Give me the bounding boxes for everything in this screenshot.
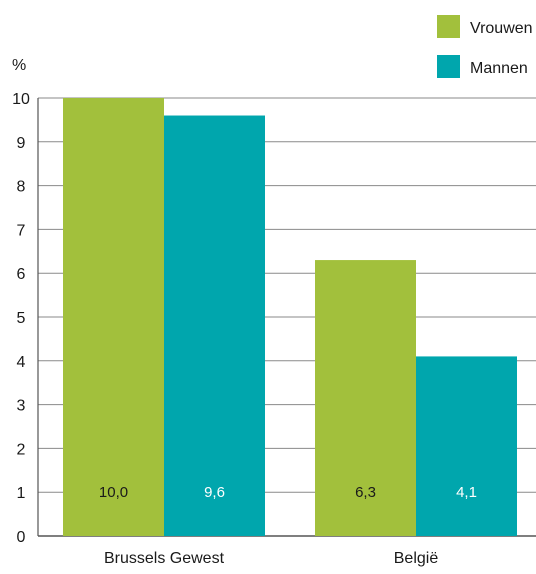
bar-vrouwen: [315, 260, 416, 536]
y-axis-unit-label: %: [12, 57, 26, 74]
data-label: 9,6: [204, 484, 225, 501]
data-labels: 10,0 9,6 6,3 4,1: [99, 484, 477, 501]
y-axis-tick-labels: 0 1 2 3 4 5 6 7 8 9 10: [12, 91, 30, 546]
y-tick-label: 6: [17, 266, 26, 283]
y-tick-label: 0: [17, 529, 26, 546]
y-tick-label: 10: [12, 91, 30, 108]
y-tick-label: 3: [17, 398, 26, 415]
data-label: 6,3: [355, 484, 376, 501]
bars: [63, 98, 517, 537]
legend-label: Mannen: [470, 60, 528, 77]
data-label: 4,1: [456, 484, 477, 501]
y-tick-label: 9: [17, 135, 26, 152]
y-tick-label: 7: [17, 222, 26, 239]
y-tick-label: 2: [17, 441, 26, 458]
bar-mannen: [164, 115, 265, 537]
x-category-label: België: [394, 550, 439, 567]
y-tick-label: 4: [17, 354, 26, 371]
legend-swatch-mannen: [437, 55, 460, 78]
x-category-label: Brussels Gewest: [104, 550, 225, 567]
x-axis-category-labels: Brussels Gewest België: [104, 550, 438, 567]
legend-label: Vrouwen: [470, 20, 533, 37]
bar-mannen: [416, 356, 517, 536]
bar-vrouwen: [63, 98, 164, 536]
legend-swatch-vrouwen: [437, 15, 460, 38]
y-tick-label: 5: [17, 310, 26, 327]
legend: Vrouwen Mannen: [437, 15, 533, 78]
y-tick-label: 1: [17, 485, 26, 502]
y-tick-label: 8: [17, 179, 26, 196]
data-label: 10,0: [99, 484, 128, 501]
